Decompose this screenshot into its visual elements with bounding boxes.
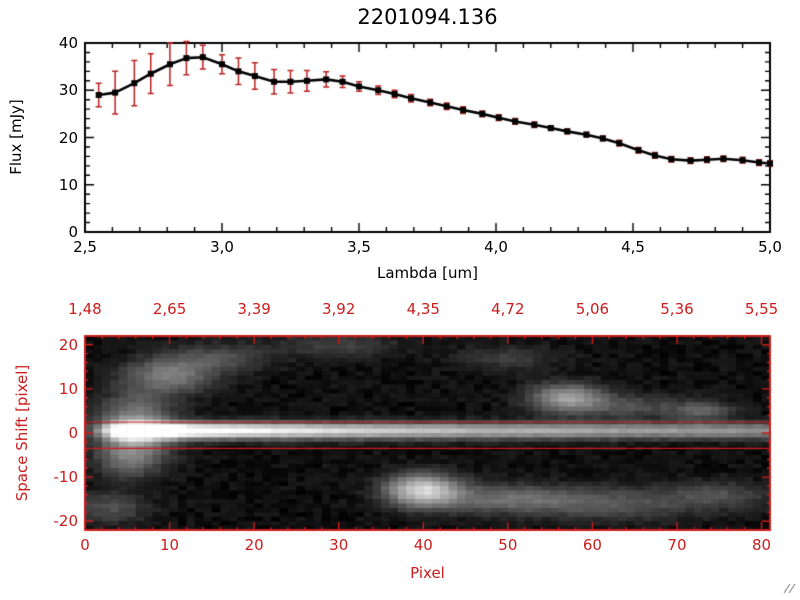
wavelength-top-label: 3,39 [237, 300, 271, 318]
pixel-tick-label: 80 [751, 536, 772, 554]
pixel-axis-label: Pixel [410, 564, 445, 582]
lambda-tick-label: 5,0 [758, 238, 782, 256]
lambda-tick-label: 4,5 [621, 238, 645, 256]
resize-grip-icon[interactable] [782, 579, 796, 598]
pixel-tick-label: 0 [80, 536, 90, 554]
wavelength-top-label: 5,55 [744, 300, 779, 318]
wavelength-top-label: 4,35 [406, 300, 440, 318]
space-shift-axis-label: Space Shift [pixel] [13, 364, 31, 502]
wavelength-top-label: 1,48 [68, 300, 102, 318]
space-shift-tick-label: 0 [68, 424, 78, 442]
lambda-axis-label: Lambda [um] [377, 264, 478, 282]
flux-tick-label: 0 [68, 223, 78, 241]
lambda-tick-label: 2,5 [73, 238, 97, 256]
pixel-tick-label: 50 [498, 536, 518, 554]
flux-tick-label: 40 [58, 34, 78, 52]
lambda-tick-label: 3,5 [347, 238, 371, 256]
flux-tick-label: 10 [58, 175, 78, 194]
space-shift-tick-label: 10 [58, 379, 78, 398]
space-shift-tick-label: 20 [58, 335, 78, 354]
pixel-tick-label: 20 [244, 536, 264, 554]
pixel-tick-label: 70 [667, 536, 687, 554]
pixel-tick-label: 10 [160, 536, 180, 554]
wavelength-top-label: 2,65 [152, 300, 187, 318]
space-shift-tick-label: -10 [53, 468, 79, 487]
wavelength-top-label: 5,06 [575, 300, 610, 318]
wavelength-top-label: 3,92 [322, 300, 356, 318]
plot-title: 2201094.136 [357, 5, 498, 29]
pixel-tick-label: 60 [582, 536, 602, 554]
flux-tick-label: 30 [58, 81, 78, 100]
flux-tick-label: 20 [58, 128, 78, 147]
lambda-tick-label: 3,0 [210, 238, 234, 256]
flux-axis-label: Flux [mJy] [7, 99, 25, 175]
lambda-tick-label: 4,0 [484, 238, 508, 256]
wavelength-top-label: 4,72 [491, 300, 525, 318]
wavelength-top-label: 5,36 [660, 300, 694, 318]
pixel-tick-label: 40 [413, 536, 433, 554]
pixel-tick-label: 30 [329, 536, 349, 554]
space-shift-tick-label: -20 [53, 512, 79, 531]
